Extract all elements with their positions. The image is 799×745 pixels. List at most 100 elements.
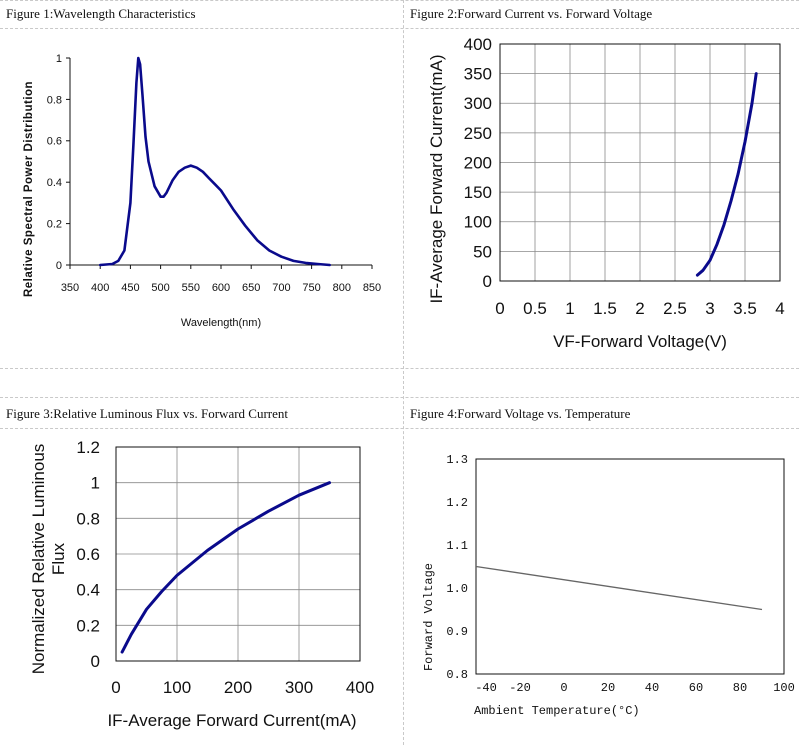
fig4-ylabel: Forward Voltage <box>422 563 436 671</box>
fig1-xlabel: Wavelength(nm) <box>181 317 261 329</box>
fig3-xtick-label-1: 100 <box>163 678 191 697</box>
fig4-xtick-label-4: 40 <box>645 681 659 695</box>
fig1-ytick-label-1: 0.2 <box>47 218 62 230</box>
fig2-ytick-label-8: 400 <box>464 35 492 54</box>
fig4-ytick-label-5: 1.3 <box>446 453 468 467</box>
fig2-ytick-label-2: 100 <box>464 213 492 232</box>
fig1-ytick-label-4: 0.8 <box>47 94 62 106</box>
fig2-xtick-label-6: 3 <box>705 299 714 318</box>
fig1-xtick-label-5: 600 <box>212 282 230 294</box>
fig3-plot-frame <box>115 446 361 662</box>
fig4-xtick-label-5: 60 <box>689 681 703 695</box>
fig2-xtick-label-1: 0.5 <box>523 299 547 318</box>
figure-3-chart: 0 100 200 300 400 0 0.2 0.4 0.6 0.8 1 1.2 IF-Avera… <box>29 438 374 730</box>
fig1-ytick-label-5: 1 <box>56 53 62 65</box>
separator-middle <box>0 368 799 369</box>
fig4-xtick-label-3: 20 <box>601 681 615 695</box>
fig4-xtick-label-2: 0 <box>560 681 567 695</box>
fig2-xtick-label-2: 1 <box>565 299 574 318</box>
figure-4-title: Figure 4:Forward Voltage vs. Temperature <box>410 406 631 421</box>
fig4-ytick-label-2: 1.0 <box>446 582 468 596</box>
fig2-ytick-label-4: 200 <box>464 153 492 172</box>
fig1-ytick-label-2: 0.4 <box>47 177 62 189</box>
fig1-xticks: 350 400 450 500 550 600 650 700 750 800 850 <box>61 265 381 294</box>
figure-4-chart: -40 -20 0 20 40 60 80 100 0.8 0.9 1.0 1.1 1.2 1.3 Am… <box>422 453 795 718</box>
fig1-yticks: 0 0.2 0.4 0.6 0.8 1 <box>47 53 70 272</box>
fig3-xticks: 0 100 200 300 400 <box>111 678 374 697</box>
fig4-ytick-label-4: 1.2 <box>446 496 468 510</box>
fig4-xlabel: Ambient Temperature(°C) <box>474 704 640 718</box>
fig2-xtick-label-7: 3.5 <box>733 299 757 318</box>
fig1-ylabel: Relative Spectral Power Distribution <box>23 81 35 297</box>
fig1-xtick-label-3: 500 <box>151 282 169 294</box>
fig4-plot-frame <box>475 458 785 675</box>
fig2-ytick-label-1: 50 <box>473 242 492 261</box>
fig3-xtick-label-3: 300 <box>285 678 313 697</box>
fig4-ytick-label-1: 0.9 <box>446 625 468 639</box>
fig3-ytick-label-0: 0 <box>91 652 100 671</box>
fig3-series-line <box>120 481 331 654</box>
fig4-xtick-label-0: -40 <box>475 681 497 695</box>
fig1-xtick-label-6: 650 <box>242 282 260 294</box>
fig3-xlabel: IF-Average Forward Current(mA) <box>107 711 356 730</box>
fig3-xtick-label-4: 400 <box>346 678 374 697</box>
fig2-ytick-label-5: 250 <box>464 124 492 143</box>
fig3-ytick-label-2: 0.4 <box>76 581 100 600</box>
fig2-ytick-label-7: 350 <box>464 65 492 84</box>
fig1-ytick-label-0: 0 <box>56 260 62 272</box>
fig2-ytick-label-3: 150 <box>464 183 492 202</box>
fig1-xtick-label-9: 800 <box>333 282 351 294</box>
figure-1-chart: 350 400 450 500 550 600 650 700 750 800 850 0 0.2 0.… <box>23 53 381 329</box>
fig3-ylabel: Normalized Relative LuminousFlux <box>29 444 68 675</box>
fig1-xtick-label-0: 350 <box>61 282 79 294</box>
separator-vertical <box>403 0 404 745</box>
separator-title-row-2b <box>0 428 799 429</box>
fig3-yticks: 0 0.2 0.4 0.6 0.8 1 1.2 <box>76 438 100 671</box>
fig3-ytick-label-6: 1.2 <box>76 438 100 457</box>
fig2-xtick-label-5: 2.5 <box>663 299 687 318</box>
fig2-ylabel: IF-Average Forward Current(mA) <box>427 54 446 303</box>
fig2-xtick-label-8: 4 <box>775 299 784 318</box>
fig4-xtick-label-7: 100 <box>773 681 795 695</box>
fig2-xtick-label-0: 0 <box>495 299 504 318</box>
fig2-xtick-label-3: 1.5 <box>593 299 617 318</box>
fig4-ytick-label-3: 1.1 <box>446 539 468 553</box>
fig3-ylabel-line-1: Normalized Relative Luminous <box>29 444 48 675</box>
fig1-xtick-label-1: 400 <box>91 282 109 294</box>
figure-3-title: Figure 3:Relative Luminous Flux vs. Forw… <box>6 406 289 421</box>
fig2-yticks: 0 50 100 150 200 250 300 350 400 <box>464 35 492 291</box>
fig1-xtick-label-4: 550 <box>182 282 200 294</box>
fig2-xtick-label-4: 2 <box>635 299 644 318</box>
fig3-ytick-label-1: 0.2 <box>76 616 100 635</box>
fig2-series-line <box>695 72 758 277</box>
fig3-ylabel-line-2: Flux <box>49 542 68 575</box>
fig4-yticks: 0.8 0.9 1.0 1.1 1.2 1.3 <box>446 453 468 682</box>
fig3-xtick-label-0: 0 <box>111 678 120 697</box>
fig3-ytick-label-3: 0.6 <box>76 545 100 564</box>
fig1-ytick-label-3: 0.6 <box>47 136 62 148</box>
fig4-ytick-label-0: 0.8 <box>446 668 468 682</box>
fig2-xlabel: VF-Forward Voltage(V) <box>553 332 727 351</box>
fig2-ytick-label-6: 300 <box>464 94 492 113</box>
fig3-grid <box>115 446 361 662</box>
fig1-series-line <box>98 56 331 267</box>
fig4-xtick-label-1: -20 <box>509 681 531 695</box>
fig4-xticks: -40 -20 0 20 40 60 80 100 <box>475 681 795 695</box>
fig1-xtick-label-2: 450 <box>121 282 139 294</box>
fig1-xtick-label-10: 850 <box>363 282 381 294</box>
fig3-ytick-label-5: 1 <box>91 474 100 493</box>
fig2-xticks: 0 0.5 1 1.5 2 2.5 3 3.5 4 <box>495 299 784 318</box>
fig1-axes <box>69 58 372 266</box>
fig2-grid <box>499 43 781 282</box>
fig1-xtick-label-7: 700 <box>272 282 290 294</box>
fig2-ytick-label-0: 0 <box>483 272 492 291</box>
fig2-plot-frame <box>499 43 781 282</box>
separator-title-row-2 <box>0 397 799 398</box>
figure-2-chart: 0 0.5 1 1.5 2 2.5 3 3.5 4 0 50 100 150 200 250 300 350 4… <box>427 35 785 351</box>
separator-top <box>0 0 799 1</box>
figure-1-title: Figure 1:Wavelength Characteristics <box>6 6 196 21</box>
fig1-xtick-label-8: 750 <box>302 282 320 294</box>
fig4-xtick-label-6: 80 <box>733 681 747 695</box>
fig3-xtick-label-2: 200 <box>224 678 252 697</box>
figure-2-title: Figure 2:Forward Current vs. Forward Vol… <box>410 6 653 21</box>
